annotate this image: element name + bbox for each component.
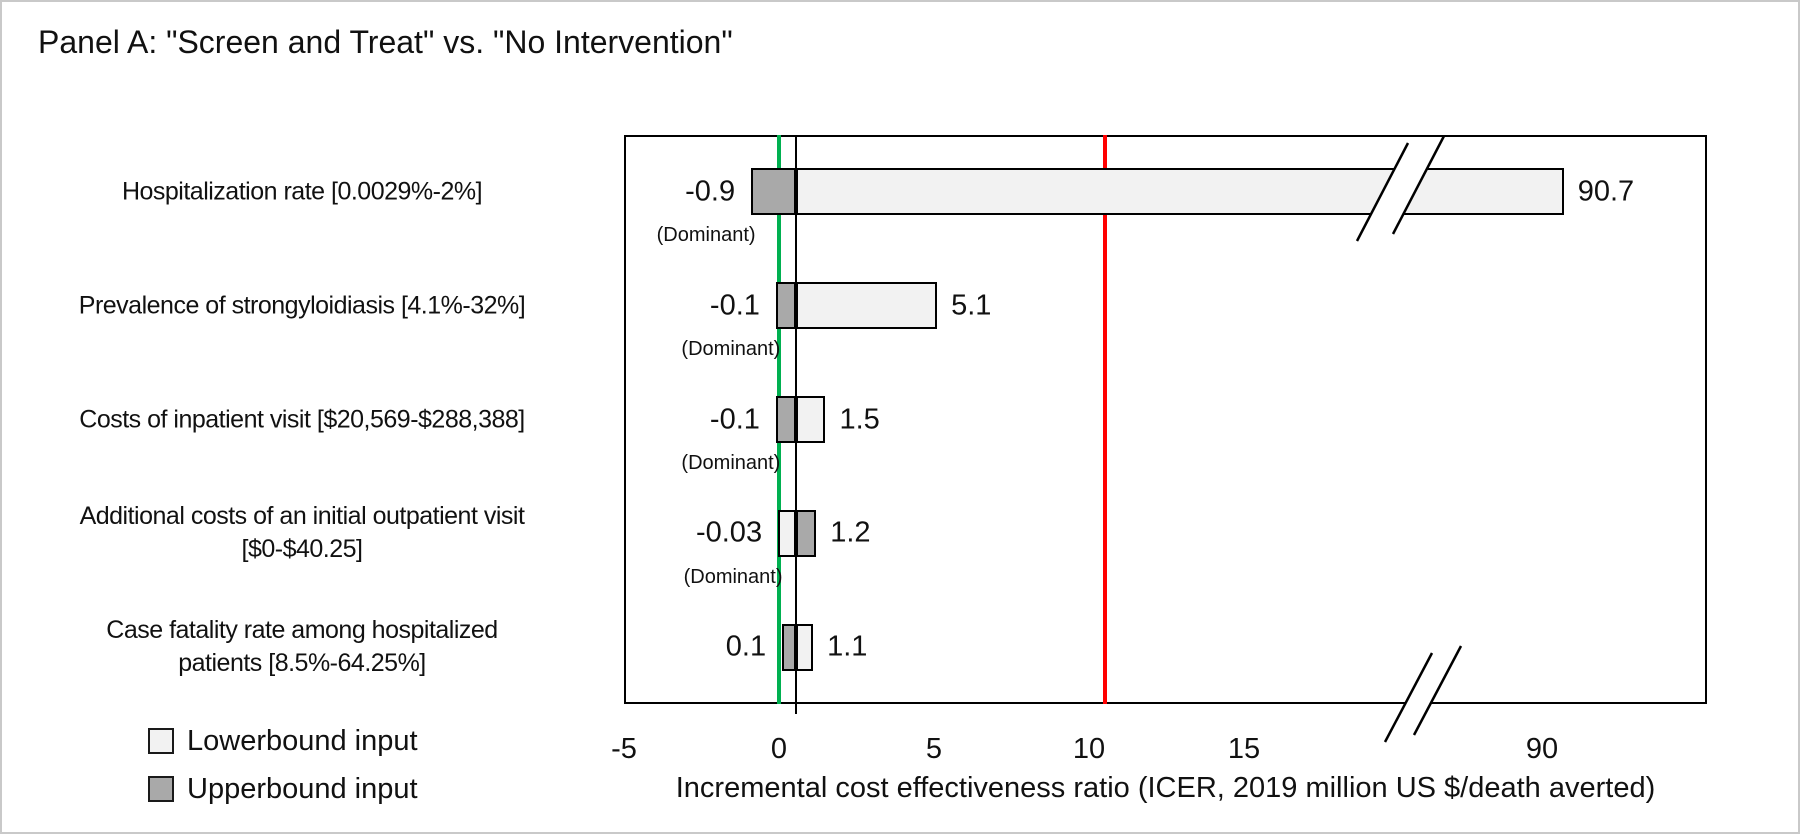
legend-label-lowerbound: Lowerbound input: [187, 724, 418, 757]
dominant-label: (Dominant): [681, 452, 781, 474]
left-value-label: 0.1: [725, 630, 767, 663]
dominant-label: (Dominant): [656, 224, 756, 247]
bar-segment-lowerbound: [796, 282, 938, 330]
row-label: Case fatality rate among hospitalized pa…: [106, 616, 498, 678]
row-label: Additional costs of an initial outpatien…: [79, 502, 525, 564]
x-tick-label: 10: [1072, 733, 1106, 765]
x-tick-label: 90: [1525, 733, 1559, 765]
legend-item-lowerbound: Lowerbound input: [148, 722, 418, 760]
bar-segment-lowerbound: [796, 623, 814, 671]
legend-item-upperbound: Upperbound input: [148, 770, 418, 808]
right-value-label: 5.1: [951, 289, 992, 322]
x-axis-title: Incremental cost effectiveness ratio (IC…: [675, 772, 1656, 804]
bar-segment-upperbound: [775, 396, 797, 443]
row-label: Prevalence of strongyloidiasis [4.1%-32%…: [78, 291, 526, 320]
bar-segment-lowerbound: [796, 168, 1564, 216]
right-value-label: 1.2: [830, 516, 871, 549]
row-label: Costs of inpatient visit [$20,569-$288,3…: [79, 405, 525, 433]
row-label: Hospitalization rate [0.0029%-2%]: [121, 177, 483, 206]
left-value-label: -0.1: [709, 403, 760, 435]
x-tick-label: 15: [1227, 733, 1261, 765]
lowerbound-swatch-icon: [148, 728, 174, 754]
bar-segment-upperbound: [751, 168, 797, 216]
chart-title: Panel A: "Screen and Treat" vs. "No Inte…: [38, 24, 733, 60]
dominant-label: (Dominant): [681, 338, 781, 361]
bar-segment-upperbound: [796, 509, 817, 557]
legend: Lowerbound input Upperbound input: [148, 722, 418, 818]
x-tick-label: 5: [925, 733, 943, 765]
dominant-label: (Dominant): [683, 565, 783, 588]
left-value-label: -0.03: [695, 516, 763, 549]
right-value-label: 1.1: [827, 630, 868, 663]
plot-area: [624, 135, 1707, 704]
wtp-threshold-line: [1103, 135, 1107, 704]
right-value-label: 1.5: [839, 403, 880, 435]
bar-segment-lowerbound: [778, 509, 797, 557]
right-value-label: 90.7: [1577, 175, 1635, 208]
bar-segment-lowerbound: [796, 396, 826, 443]
x-tick-label: -5: [611, 733, 637, 765]
legend-label-upperbound: Upperbound input: [187, 772, 418, 805]
bar-segment-upperbound: [782, 623, 797, 671]
x-tick-label: 0: [770, 733, 788, 765]
upperbound-swatch-icon: [148, 776, 174, 802]
left-value-label: -0.1: [709, 289, 760, 322]
left-value-label: -0.9: [685, 175, 736, 208]
bar-segment-upperbound: [775, 282, 797, 330]
